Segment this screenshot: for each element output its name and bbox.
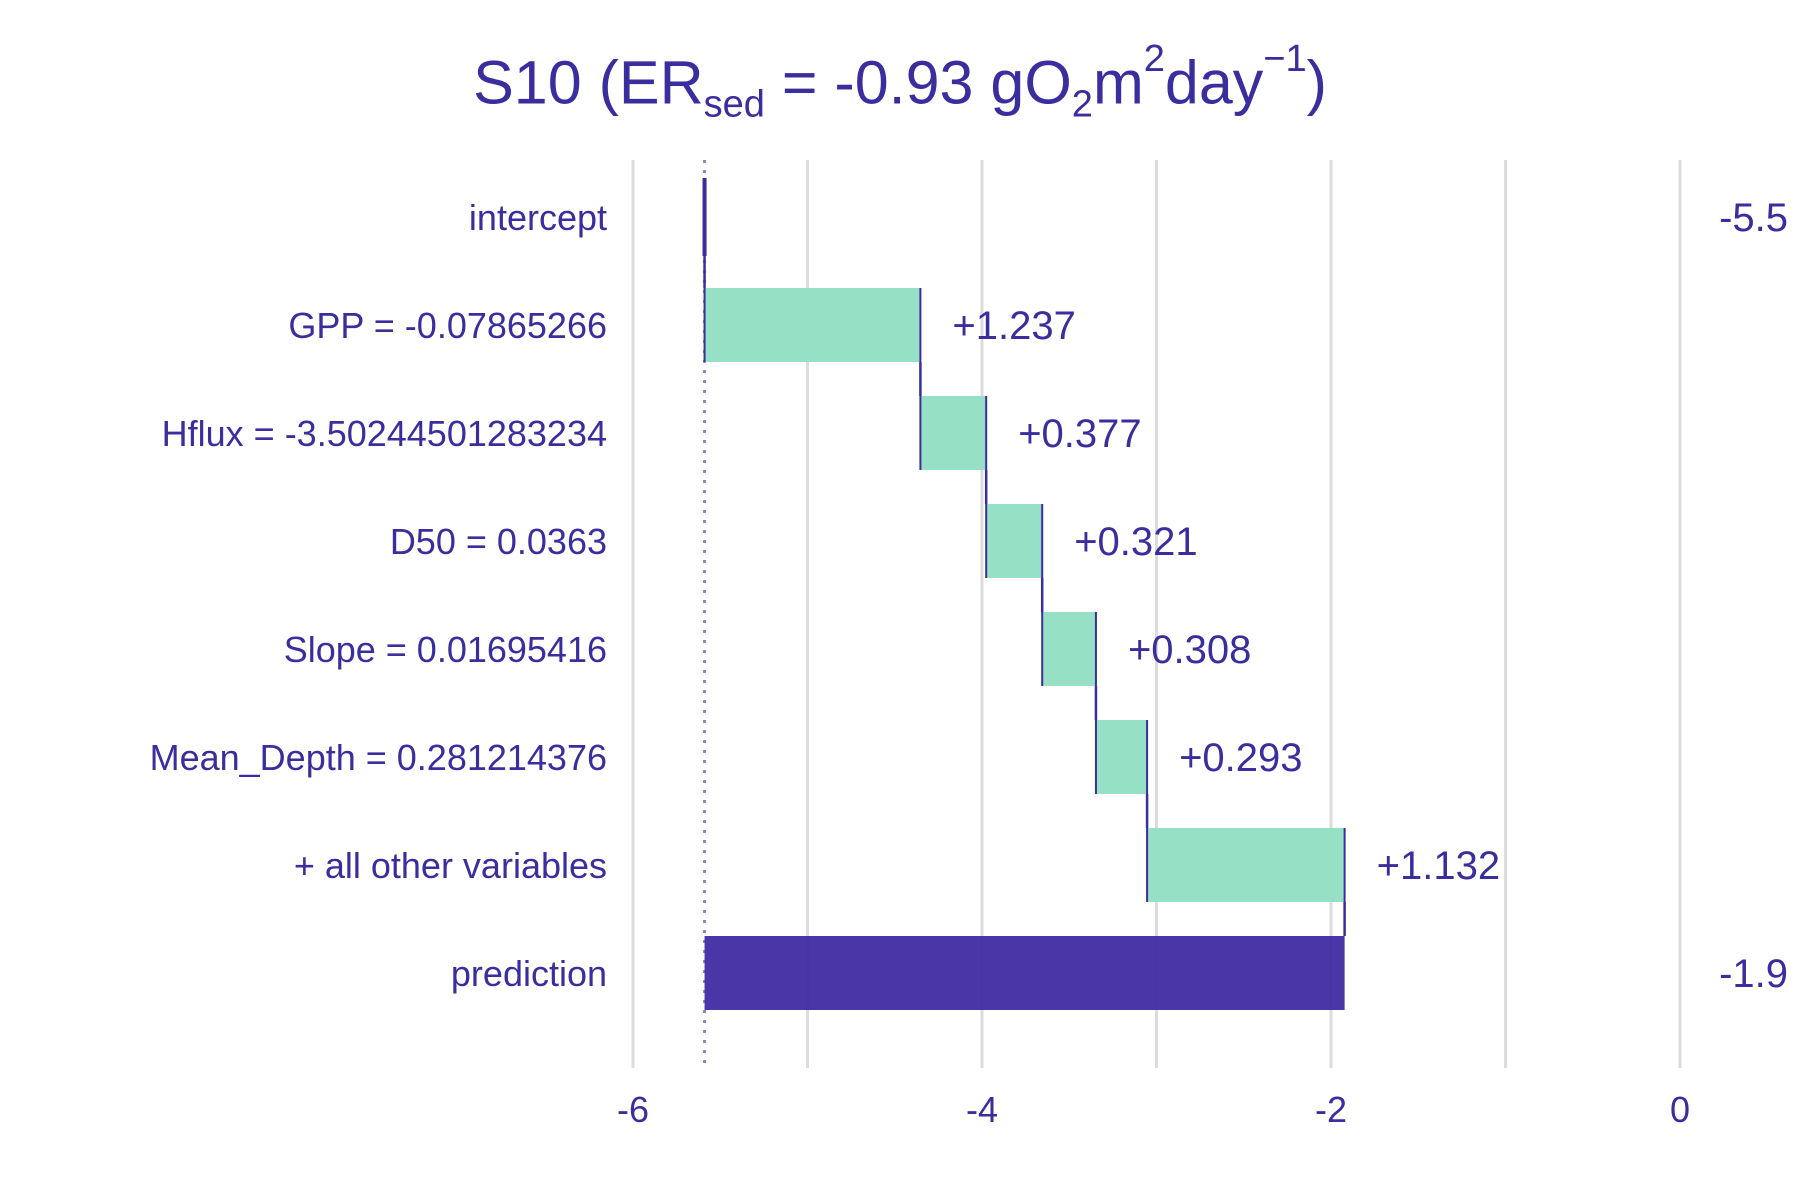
- contribution-bar: [986, 504, 1043, 578]
- value-label: +1.237: [952, 304, 1075, 348]
- x-tick-label: -6: [617, 1089, 649, 1130]
- contribution-bar: [920, 396, 987, 470]
- prediction-bar: [704, 936, 1345, 1010]
- value-label: -1.9: [1719, 952, 1788, 996]
- category-label: Mean_Depth = 0.281214376: [150, 737, 607, 778]
- x-tick-label: -2: [1315, 1089, 1347, 1130]
- category-label: GPP = -0.07865266: [288, 305, 607, 346]
- contribution-bar: [1147, 828, 1345, 902]
- x-tick-label: -4: [966, 1089, 998, 1130]
- value-label: +0.321: [1074, 520, 1197, 564]
- value-label: +0.293: [1179, 736, 1302, 780]
- x-tick-label: 0: [1670, 1089, 1690, 1130]
- value-label: +0.308: [1128, 628, 1251, 672]
- category-label: Slope = 0.01695416: [284, 629, 607, 670]
- chart-title: S10 (ERsed = -0.93 gO2m2day−1): [473, 38, 1327, 126]
- category-label: prediction: [451, 953, 607, 994]
- contribution-bar: [1042, 612, 1096, 686]
- value-label: +1.132: [1377, 844, 1500, 888]
- value-label: +0.377: [1018, 412, 1141, 456]
- category-label: D50 = 0.0363: [390, 521, 607, 562]
- contribution-bar: [704, 288, 921, 362]
- value-label: -5.5: [1719, 196, 1788, 240]
- category-label: intercept: [469, 197, 607, 238]
- category-label: Hflux = -3.50244501283234: [162, 413, 607, 454]
- contribution-bar: [1095, 720, 1148, 794]
- category-label: + all other variables: [294, 845, 607, 886]
